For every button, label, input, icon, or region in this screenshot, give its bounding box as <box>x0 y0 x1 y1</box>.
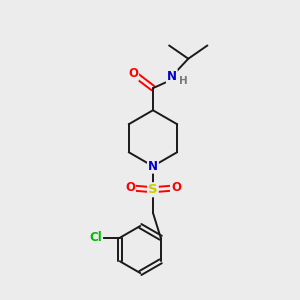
Text: Cl: Cl <box>89 231 102 244</box>
Text: O: O <box>125 181 135 194</box>
Text: N: N <box>148 160 158 173</box>
Text: O: O <box>171 181 181 194</box>
Text: H: H <box>179 76 188 86</box>
Text: O: O <box>128 67 138 80</box>
Text: N: N <box>167 70 177 83</box>
Text: S: S <box>148 183 158 196</box>
